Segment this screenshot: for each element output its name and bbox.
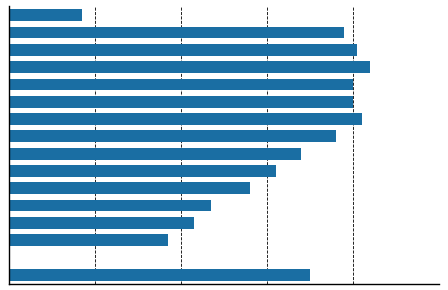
Bar bbox=[9, 200, 211, 211]
Bar bbox=[9, 130, 336, 142]
Bar bbox=[9, 27, 345, 39]
Bar bbox=[9, 96, 353, 108]
Bar bbox=[9, 44, 358, 56]
Bar bbox=[9, 269, 310, 280]
Bar bbox=[9, 113, 362, 125]
Bar bbox=[9, 61, 370, 73]
Bar bbox=[9, 234, 168, 246]
Bar bbox=[9, 217, 194, 229]
Bar bbox=[9, 10, 82, 21]
Bar bbox=[9, 165, 276, 177]
Bar bbox=[9, 148, 302, 160]
Bar bbox=[9, 182, 250, 194]
Bar bbox=[9, 79, 353, 90]
